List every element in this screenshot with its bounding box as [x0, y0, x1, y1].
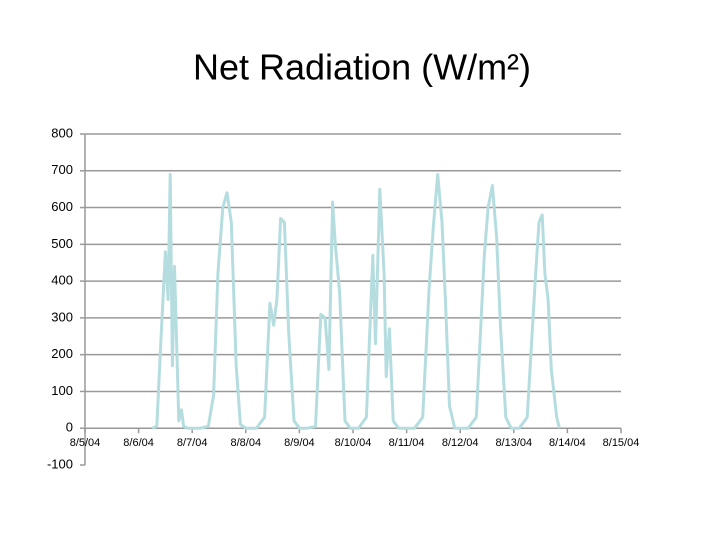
x-tick-label: 8/6/04	[123, 437, 154, 449]
x-tick-label: 8/15/04	[603, 437, 640, 449]
x-tick-label: 8/14/04	[549, 437, 586, 449]
y-tick-label: 700	[51, 162, 73, 177]
y-tick-label: 600	[51, 199, 73, 214]
x-tick-label: 8/10/04	[335, 437, 372, 449]
x-tick-label: 8/13/04	[495, 437, 532, 449]
x-tick-label: 8/9/04	[284, 437, 315, 449]
y-tick-label: 400	[51, 273, 73, 288]
x-tick-label: 8/7/04	[177, 437, 208, 449]
y-tick-label: 300	[51, 309, 73, 324]
x-tick-label: 8/5/04	[70, 437, 101, 449]
y-tick-label: 200	[51, 346, 73, 361]
y-tick-label: 0	[66, 420, 73, 435]
y-tick-label: -100	[47, 456, 73, 471]
y-tick-label: 800	[51, 125, 73, 140]
y-tick-label: 100	[51, 383, 73, 398]
x-tick-label: 8/12/04	[442, 437, 479, 449]
x-tick-label: 8/8/04	[231, 437, 262, 449]
y-tick-label: 500	[51, 236, 73, 251]
x-tick-label: 8/11/04	[389, 437, 425, 449]
data-line	[151, 173, 561, 430]
chart-title: Net Radiation (W/m²)	[193, 47, 531, 88]
